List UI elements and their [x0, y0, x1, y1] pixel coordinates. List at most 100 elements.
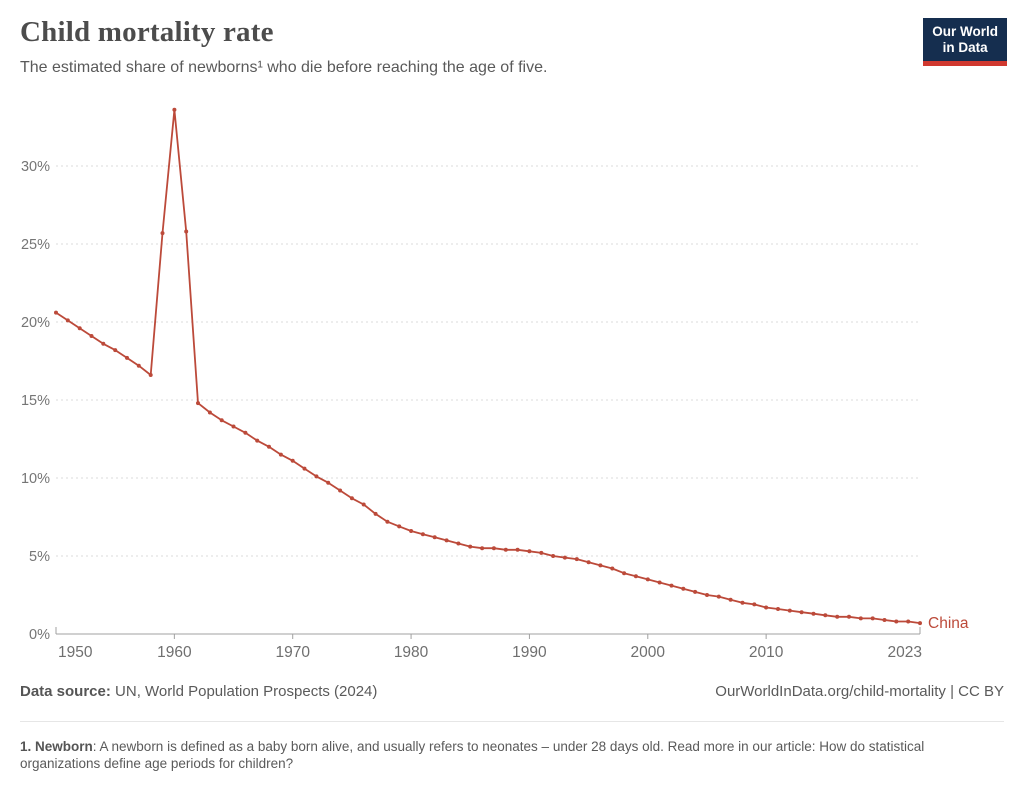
data-point-1990: [527, 549, 532, 554]
data-point-1967: [255, 438, 260, 443]
data-point-1997: [610, 566, 615, 571]
data-point-2004: [693, 589, 698, 594]
data-point-1993: [562, 555, 567, 560]
data-point-2009: [752, 602, 757, 607]
footnote-marker: 1. Newborn: [20, 739, 93, 754]
data-point-1976: [361, 502, 366, 507]
data-point-1959: [160, 231, 165, 236]
data-source-label: Data source:: [20, 683, 111, 700]
data-point-1952: [77, 326, 82, 331]
data-point-2018: [858, 616, 863, 621]
y-axis-label-10: 10%: [21, 471, 50, 487]
page-title: Child mortality rate: [20, 16, 274, 48]
y-axis-label-20: 20%: [21, 315, 50, 331]
data-point-1968: [267, 444, 271, 449]
data-point-1994: [574, 557, 579, 562]
data-point-2014: [811, 611, 816, 616]
data-point-2023: [918, 621, 922, 626]
data-point-2012: [787, 608, 792, 613]
data-point-1954: [101, 341, 106, 346]
y-axis-label-0: 0%: [29, 627, 50, 643]
data-point-1988: [503, 547, 508, 552]
data-point-1962: [196, 401, 200, 406]
data-point-1969: [278, 452, 283, 457]
x-axis-label-1970: 1970: [275, 644, 310, 661]
y-axis-label-15: 15%: [21, 393, 50, 409]
data-point-1950: [54, 310, 58, 315]
data-point-1972: [314, 474, 319, 479]
data-point-2007: [728, 597, 733, 602]
y-axis-label-30: 30%: [21, 159, 50, 175]
data-point-1974: [338, 488, 343, 493]
data-point-2019: [870, 616, 875, 621]
footer-divider: [20, 721, 1004, 722]
data-point-1992: [551, 554, 556, 558]
data-point-2021: [894, 619, 899, 624]
data-point-2013: [799, 610, 804, 615]
data-point-2003: [681, 586, 686, 591]
data-source: Data source: UN, World Population Prospe…: [20, 683, 377, 700]
data-point-1971: [302, 466, 307, 471]
data-point-1981: [420, 532, 425, 537]
data-point-1985: [468, 544, 473, 549]
data-point-2011: [776, 607, 780, 611]
owid-logo[interactable]: Our World in Data: [923, 18, 1007, 66]
data-point-2002: [669, 583, 674, 588]
data-point-2000: [645, 577, 650, 582]
data-point-1977: [373, 511, 378, 516]
data-point-2022: [906, 619, 911, 624]
footnote: 1. Newborn: A newborn is defined as a ba…: [20, 739, 996, 772]
series-label-china: China: [928, 615, 969, 632]
y-axis-label-25: 25%: [21, 237, 50, 253]
data-point-2001: [657, 580, 662, 585]
data-point-1960: [172, 107, 177, 112]
data-point-1956: [125, 355, 129, 360]
x-axis-label-1950: 1950: [58, 644, 93, 661]
data-point-1973: [326, 480, 331, 485]
attribution: OurWorldInData.org/child-mortality | CC …: [715, 683, 1004, 700]
data-point-2020: [882, 618, 887, 622]
data-point-1951: [65, 318, 70, 323]
data-point-1963: [207, 410, 212, 415]
data-point-2010: [764, 605, 769, 610]
x-axis-label-1980: 1980: [394, 644, 429, 661]
data-point-1970: [290, 458, 295, 463]
data-point-1982: [432, 535, 437, 540]
data-point-1983: [444, 538, 449, 543]
x-axis-label-2010: 2010: [749, 644, 784, 661]
data-point-2005: [705, 593, 709, 597]
footnote-text: : A newborn is defined as a baby born al…: [20, 739, 925, 771]
data-point-2017: [847, 614, 851, 619]
data-source-value: UN, World Population Prospects (2024): [110, 683, 378, 700]
data-point-1978: [385, 519, 390, 524]
data-point-1979: [397, 524, 402, 529]
data-point-2006: [716, 594, 721, 599]
data-point-1989: [515, 547, 520, 552]
data-point-1975: [349, 496, 354, 501]
x-axis-label-2000: 2000: [631, 644, 666, 661]
data-point-1998: [622, 571, 627, 576]
data-point-1965: [231, 424, 236, 429]
chart-subtitle: The estimated share of newborns¹ who die…: [20, 59, 548, 76]
data-point-1991: [539, 550, 544, 555]
data-point-1964: [219, 418, 224, 423]
data-point-1961: [184, 229, 189, 234]
x-axis-label-1960: 1960: [157, 644, 192, 661]
data-point-2016: [835, 614, 840, 619]
data-point-1957: [136, 363, 141, 368]
data-point-1995: [586, 560, 591, 565]
data-point-1966: [243, 430, 248, 435]
data-point-1984: [456, 541, 461, 546]
child-mortality-line-chart: 0% 5% 10% 15% 20% 25% 30% 1950 1960 1970 1980 1990 2…: [21, 107, 969, 661]
data-point-1987: [491, 546, 496, 551]
data-point-1996: [598, 563, 603, 568]
data-point-1999: [633, 574, 638, 579]
x-axis-label-2023: 2023: [888, 644, 922, 661]
x-axis-label-1990: 1990: [512, 644, 547, 661]
data-point-2008: [740, 600, 745, 605]
data-point-1953: [89, 334, 94, 338]
data-point-1980: [409, 529, 414, 533]
data-point-1958: [148, 373, 153, 377]
series-line-china: [55, 108, 921, 624]
